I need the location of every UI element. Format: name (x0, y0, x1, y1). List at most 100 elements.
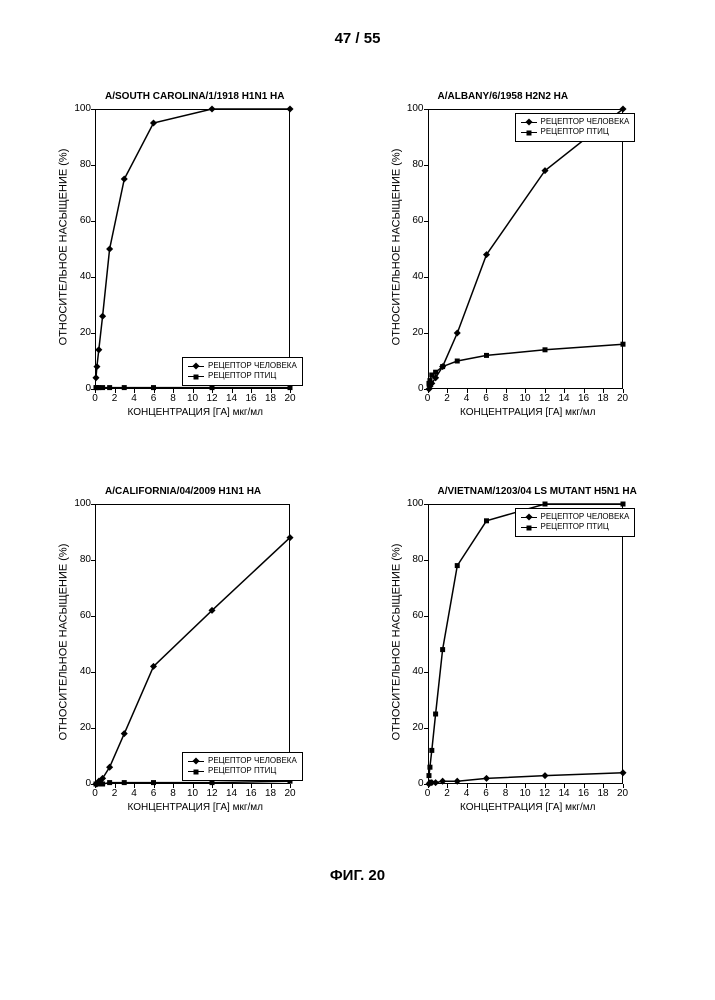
x-tick-label: 4 (126, 393, 142, 404)
x-tick-label: 14 (224, 788, 240, 799)
y-axis-label: ОТНОСИТЕЛЬНОЕ НАСЫЩЕНИЕ (%) (390, 149, 402, 346)
x-tick-label: 0 (87, 393, 103, 404)
chart-title: A/ALBANY/6/1958 H2N2 HA (438, 91, 569, 102)
chart-svg (95, 109, 290, 389)
y-tick-label: 80 (400, 554, 424, 565)
chart-title: A/VIETNAM/1203/04 LS MUTANT H5N1 HA (438, 486, 637, 497)
x-tick-label: 6 (478, 788, 494, 799)
x-tick-label: 0 (87, 788, 103, 799)
x-tick-label: 6 (478, 393, 494, 404)
y-tick-label: 80 (400, 159, 424, 170)
x-tick-label: 14 (556, 393, 572, 404)
legend-label-human: РЕЦЕПТОР ЧЕЛОВЕКА (541, 117, 630, 127)
y-tick-label: 100 (67, 498, 91, 509)
x-tick-label: 2 (107, 788, 123, 799)
legend-row-bird: РЕЦЕПТОР ПТИЦ (188, 766, 297, 776)
y-tick-label: 60 (67, 215, 91, 226)
x-tick-label: 2 (439, 393, 455, 404)
x-tick-label: 8 (165, 788, 181, 799)
y-axis-label: ОТНОСИТЕЛЬНОЕ НАСЫЩЕНИЕ (%) (390, 544, 402, 741)
chart-svg (428, 109, 623, 389)
chart-panel-bottom-left: ОТНОСИТЕЛЬНОЕ НАСЫЩЕНИЕ (%) A/CALIFORNIA/… (50, 482, 333, 837)
chart-panel-top-left: ОТНОСИТЕЛЬНОЕ НАСЫЩЕНИЕ (%) A/SOUTH CAROL… (50, 87, 333, 442)
x-tick-label: 20 (282, 393, 298, 404)
chart-panel-bottom-right: ОТНОСИТЕЛЬНОЕ НАСЫЩЕНИЕ (%) A/VIETNAM/120… (383, 482, 666, 837)
chart-panel-top-right: ОТНОСИТЕЛЬНОЕ НАСЫЩЕНИЕ (%) A/ALBANY/6/19… (383, 87, 666, 442)
legend-label-bird: РЕЦЕПТОР ПТИЦ (541, 127, 609, 137)
y-tick-label: 100 (400, 498, 424, 509)
x-axis-label: КОНЦЕНТРАЦИЯ [ГА] мкг/мл (460, 802, 596, 813)
y-tick-label: 20 (67, 327, 91, 338)
x-tick-label: 8 (165, 393, 181, 404)
legend-row-bird: РЕЦЕПТОР ПТИЦ (521, 127, 630, 137)
legend-row-bird: РЕЦЕПТОР ПТИЦ (521, 522, 630, 532)
legend-marker-bird (188, 376, 204, 377)
y-tick-label: 100 (67, 103, 91, 114)
legend-marker-bird (521, 132, 537, 133)
x-tick-label: 12 (204, 788, 220, 799)
x-tick-label: 16 (243, 393, 259, 404)
chart-title: A/SOUTH CAROLINA/1/1918 H1N1 HA (105, 91, 284, 102)
x-tick-label: 6 (146, 393, 162, 404)
legend-label-bird: РЕЦЕПТОР ПТИЦ (208, 371, 276, 381)
y-tick-label: 100 (400, 103, 424, 114)
chart-legend: РЕЦЕПТОР ЧЕЛОВЕКАРЕЦЕПТОР ПТИЦ (515, 113, 636, 142)
x-tick-label: 14 (224, 393, 240, 404)
chart-svg (95, 504, 290, 784)
legend-label-bird: РЕЦЕПТОР ПТИЦ (541, 522, 609, 532)
x-tick-label: 18 (595, 393, 611, 404)
x-tick-label: 0 (420, 393, 436, 404)
y-tick-label: 40 (67, 666, 91, 677)
legend-marker-human (188, 366, 204, 367)
x-tick-label: 8 (498, 788, 514, 799)
x-tick-label: 12 (537, 393, 553, 404)
y-tick-label: 40 (400, 271, 424, 282)
x-tick-label: 4 (126, 788, 142, 799)
x-tick-label: 10 (185, 788, 201, 799)
legend-row-human: РЕЦЕПТОР ЧЕЛОВЕКА (521, 117, 630, 127)
y-tick-label: 20 (400, 327, 424, 338)
y-tick-label: 60 (400, 610, 424, 621)
legend-marker-human (188, 761, 204, 762)
y-tick-label: 80 (67, 159, 91, 170)
y-tick-label: 40 (67, 271, 91, 282)
x-tick-label: 20 (615, 393, 631, 404)
x-tick-label: 10 (517, 788, 533, 799)
y-tick-label: 20 (67, 722, 91, 733)
legend-label-human: РЕЦЕПТОР ЧЕЛОВЕКА (208, 756, 297, 766)
x-tick-label: 10 (185, 393, 201, 404)
legend-row-human: РЕЦЕПТОР ЧЕЛОВЕКА (188, 756, 297, 766)
y-axis-label: ОТНОСИТЕЛЬНОЕ НАСЫЩЕНИЕ (%) (57, 544, 69, 741)
x-tick-label: 0 (420, 788, 436, 799)
legend-marker-human (521, 517, 537, 518)
legend-row-human: РЕЦЕПТОР ЧЕЛОВЕКА (188, 361, 297, 371)
figure-caption: ФИГ. 20 (50, 867, 665, 884)
x-tick-label: 16 (243, 788, 259, 799)
x-tick-label: 18 (263, 788, 279, 799)
x-axis-label: КОНЦЕНТРАЦИЯ [ГА] мкг/мл (460, 407, 596, 418)
y-axis-label: ОТНОСИТЕЛЬНОЕ НАСЫЩЕНИЕ (%) (57, 149, 69, 346)
y-tick-label: 80 (67, 554, 91, 565)
legend-label-human: РЕЦЕПТОР ЧЕЛОВЕКА (541, 512, 630, 522)
x-tick-label: 2 (439, 788, 455, 799)
x-tick-label: 20 (282, 788, 298, 799)
chart-legend: РЕЦЕПТОР ЧЕЛОВЕКАРЕЦЕПТОР ПТИЦ (182, 357, 303, 386)
chart-legend: РЕЦЕПТОР ЧЕЛОВЕКАРЕЦЕПТОР ПТИЦ (182, 752, 303, 781)
x-tick-label: 18 (263, 393, 279, 404)
charts-grid: ОТНОСИТЕЛЬНОЕ НАСЫЩЕНИЕ (%) A/SOUTH CAROL… (50, 87, 665, 837)
x-tick-label: 6 (146, 788, 162, 799)
x-tick-label: 18 (595, 788, 611, 799)
y-tick-label: 40 (400, 666, 424, 677)
legend-marker-bird (188, 771, 204, 772)
chart-svg (428, 504, 623, 784)
legend-marker-human (521, 122, 537, 123)
chart-legend: РЕЦЕПТОР ЧЕЛОВЕКАРЕЦЕПТОР ПТИЦ (515, 508, 636, 537)
page-number: 47 / 55 (50, 30, 665, 47)
chart-title: A/CALIFORNIA/04/2009 H1N1 HA (105, 486, 261, 497)
legend-row-bird: РЕЦЕПТОР ПТИЦ (188, 371, 297, 381)
x-tick-label: 4 (459, 393, 475, 404)
legend-row-human: РЕЦЕПТОР ЧЕЛОВЕКА (521, 512, 630, 522)
x-tick-label: 14 (556, 788, 572, 799)
x-axis-label: КОНЦЕНТРАЦИЯ [ГА] мкг/мл (128, 802, 264, 813)
x-tick-label: 20 (615, 788, 631, 799)
